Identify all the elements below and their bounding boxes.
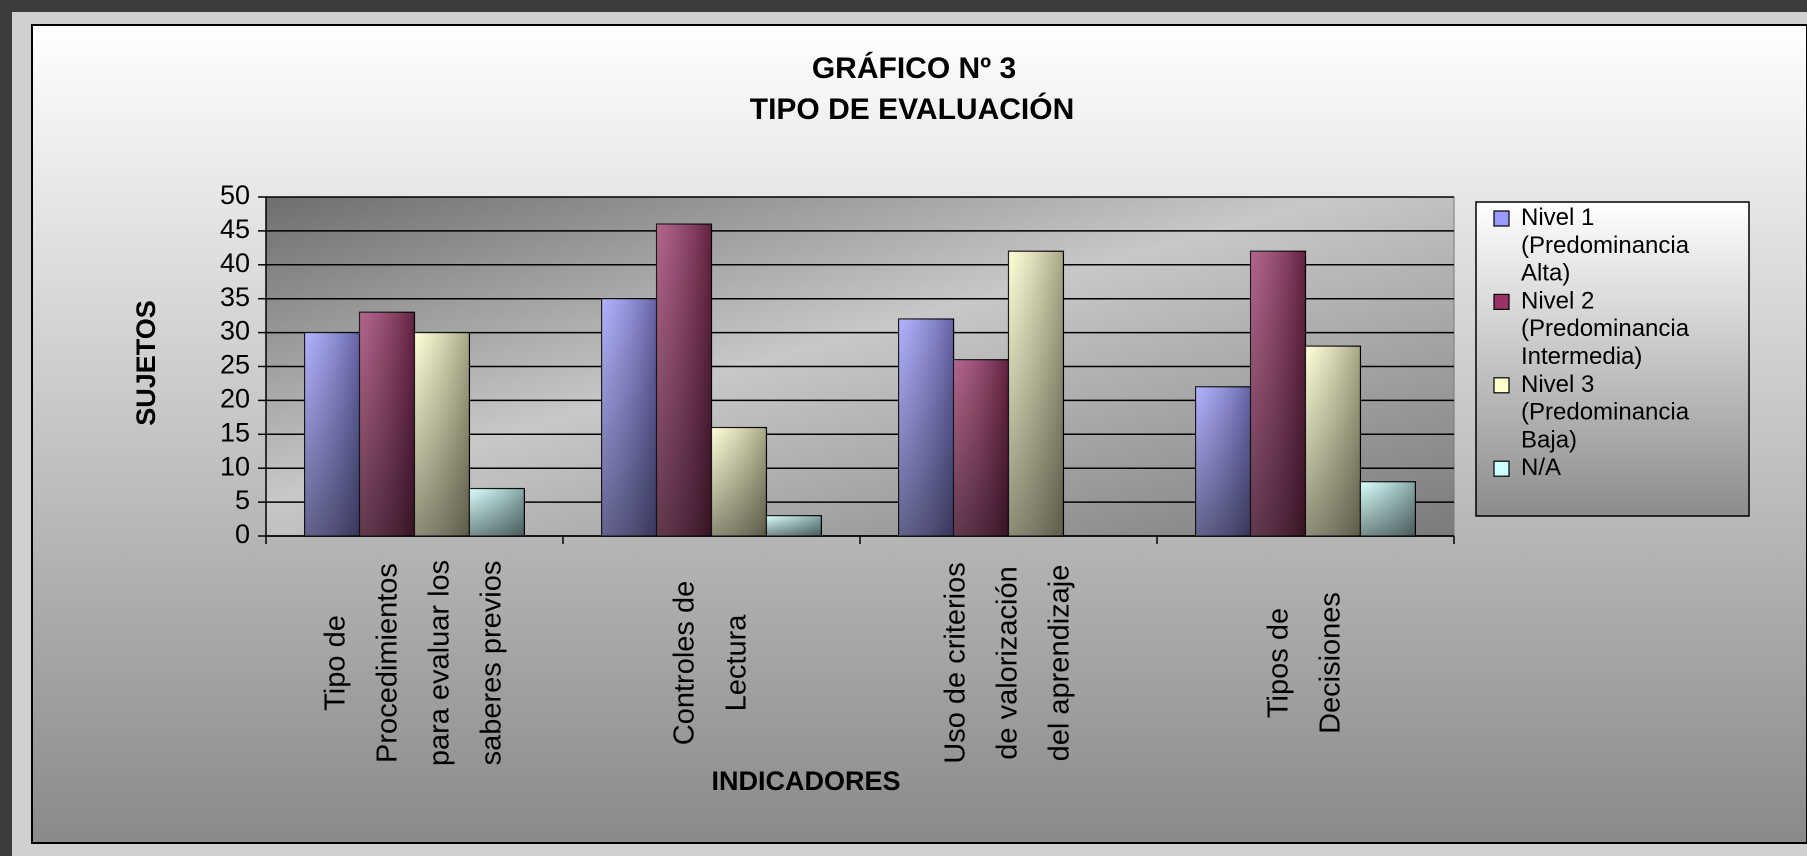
y-tick-label: 35 [220, 282, 250, 312]
x-tick-label: Tipo de Procedimientos para evaluar los sab… [319, 560, 507, 766]
bar-shade [766, 515, 822, 536]
bar-shade [1008, 251, 1064, 537]
y-tick-label: 25 [220, 350, 250, 380]
x-axis-label: INDICADORES [711, 766, 900, 796]
legend-label: Nivel 2 (Predominancia Intermedia) [1521, 288, 1690, 371]
y-tick-label: 45 [220, 214, 250, 244]
bar-shade [1250, 251, 1306, 537]
y-tick-label: 30 [220, 316, 250, 346]
legend-swatch [1493, 460, 1510, 477]
bar-shade [359, 312, 415, 536]
y-tick-label: 0 [235, 519, 250, 549]
bar-shade [1305, 346, 1361, 536]
bar-shade [898, 319, 954, 536]
bar-shade [1360, 481, 1416, 536]
bar-shade [469, 488, 525, 536]
y-tick-label: 40 [220, 248, 250, 278]
x-tick-label: Uso de criterios de valorización del apren… [939, 562, 1075, 763]
bar-shade [414, 332, 470, 536]
legend-label: Nivel 3 (Predominancia Baja) [1521, 371, 1690, 454]
bar-shade [711, 427, 767, 536]
x-tick-label: Tipos de Decisiones [1262, 592, 1346, 734]
bar-shade [304, 332, 360, 536]
chart-title: GRÁFICO Nº 3 [812, 51, 1016, 85]
y-tick-label: 50 [220, 180, 250, 210]
y-tick-label: 5 [235, 485, 250, 515]
bar-shade [656, 224, 712, 536]
legend-swatch [1493, 377, 1510, 394]
legend-swatch [1493, 293, 1510, 310]
y-axis-label: SUJETOS [131, 300, 161, 426]
chart-title: TIPO DE EVALUACIÓN [750, 92, 1074, 126]
legend [1475, 201, 1750, 517]
legend-label: Nivel 1 (Predominancia Alta) [1521, 204, 1690, 287]
y-tick-label: 15 [220, 417, 250, 447]
bar-shade [601, 298, 657, 536]
legend-swatch [1493, 210, 1510, 227]
y-tick-label: 10 [220, 451, 250, 481]
x-tick-label: Controles de Lectura [668, 581, 752, 745]
bar-shade [1195, 386, 1251, 536]
bar-shade [953, 359, 1009, 536]
legend-label: N/A [1521, 455, 1561, 482]
y-tick-label: 20 [220, 384, 250, 414]
